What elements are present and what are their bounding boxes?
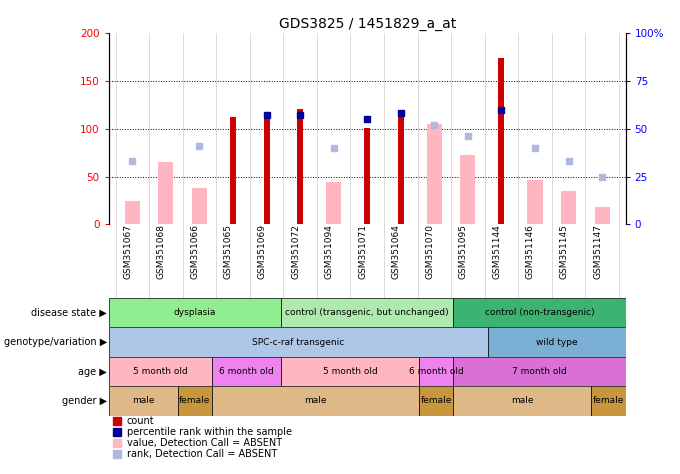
Text: GSM351067: GSM351067: [123, 224, 133, 279]
Bar: [419, 386, 454, 416]
Bar: [326, 182, 341, 224]
Bar: [281, 298, 454, 328]
Text: SPC-c-raf transgenic: SPC-c-raf transgenic: [252, 337, 344, 346]
Bar: [264, 112, 269, 224]
Text: control (non-transgenic): control (non-transgenic): [485, 308, 594, 317]
Bar: [212, 357, 281, 386]
Title: GDS3825 / 1451829_a_at: GDS3825 / 1451829_a_at: [279, 17, 456, 31]
Text: GSM351095: GSM351095: [459, 224, 468, 279]
Text: GSM351072: GSM351072: [291, 224, 300, 279]
Bar: [427, 124, 442, 224]
Text: percentile rank within the sample: percentile rank within the sample: [127, 427, 292, 437]
Text: count: count: [127, 416, 154, 426]
Bar: [454, 386, 591, 416]
Text: male: male: [511, 396, 534, 405]
Text: 5 month old: 5 month old: [322, 367, 377, 376]
Text: female: female: [420, 396, 452, 405]
Text: 7 month old: 7 month old: [512, 367, 567, 376]
Bar: [109, 386, 177, 416]
Bar: [109, 298, 281, 328]
Bar: [454, 298, 626, 328]
Text: age ▶: age ▶: [78, 366, 107, 376]
Text: 6 month old: 6 month old: [409, 367, 464, 376]
Bar: [419, 357, 454, 386]
Text: 5 month old: 5 month old: [133, 367, 188, 376]
Bar: [591, 386, 626, 416]
Text: rank, Detection Call = ABSENT: rank, Detection Call = ABSENT: [127, 449, 277, 459]
Bar: [398, 114, 404, 224]
Bar: [281, 357, 419, 386]
Bar: [528, 181, 543, 224]
Bar: [230, 118, 236, 224]
Bar: [460, 155, 475, 224]
Bar: [212, 386, 419, 416]
Text: female: female: [180, 396, 211, 405]
Text: female: female: [593, 396, 624, 405]
Text: dysplasia: dysplasia: [174, 308, 216, 317]
Text: 6 month old: 6 month old: [219, 367, 274, 376]
Bar: [192, 188, 207, 224]
Bar: [488, 328, 626, 357]
Text: GSM351144: GSM351144: [492, 224, 501, 279]
Bar: [177, 386, 212, 416]
Bar: [158, 162, 173, 224]
Bar: [454, 357, 626, 386]
Bar: [364, 128, 370, 224]
Bar: [498, 58, 505, 224]
Text: male: male: [304, 396, 327, 405]
Bar: [561, 191, 576, 224]
Text: gender ▶: gender ▶: [62, 396, 107, 406]
Text: GSM351145: GSM351145: [560, 224, 568, 279]
Bar: [594, 207, 610, 224]
Bar: [124, 201, 140, 224]
Text: GSM351066: GSM351066: [190, 224, 199, 279]
Text: genotype/variation ▶: genotype/variation ▶: [4, 337, 107, 347]
Text: GSM351070: GSM351070: [425, 224, 435, 279]
Text: GSM351064: GSM351064: [392, 224, 401, 279]
Text: GSM351146: GSM351146: [526, 224, 535, 279]
Text: wild type: wild type: [536, 337, 577, 346]
Text: value, Detection Call = ABSENT: value, Detection Call = ABSENT: [127, 438, 282, 448]
Text: GSM351069: GSM351069: [258, 224, 267, 279]
Bar: [109, 328, 488, 357]
Bar: [109, 357, 212, 386]
Text: GSM351071: GSM351071: [358, 224, 367, 279]
Text: GSM351065: GSM351065: [224, 224, 233, 279]
Text: male: male: [132, 396, 154, 405]
Text: GSM351094: GSM351094: [324, 224, 334, 279]
Text: control (transgenic, but unchanged): control (transgenic, but unchanged): [286, 308, 449, 317]
Text: GSM351068: GSM351068: [157, 224, 166, 279]
Bar: [297, 109, 303, 224]
Text: GSM351147: GSM351147: [593, 224, 602, 279]
Text: disease state ▶: disease state ▶: [31, 308, 107, 318]
